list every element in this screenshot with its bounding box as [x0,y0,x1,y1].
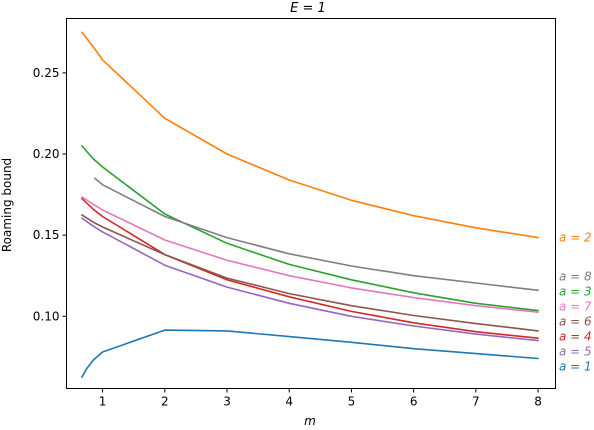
series-label: a = 3 [559,285,592,299]
x-tick-label: 3 [223,395,231,409]
y-axis-label: Roaming bound [0,158,14,252]
series-line-a5 [81,217,539,342]
series-label: a = 7 [559,300,592,314]
x-tick-label: 5 [348,395,356,409]
series-line-a2 [81,31,539,239]
series-label: a = 8 [559,270,592,284]
x-axis: 1 2 3 4 5 6 7 8 [99,388,542,409]
chart-title: E = 1 [290,1,326,16]
series-line-a4 [81,197,539,340]
y-tick-label: 0.20 [33,147,60,161]
plot-frame [66,18,556,389]
series-label-layer: a = 2 a = 8a = 3a = 7a = 6a = 4a = 5a = 1 [559,231,592,374]
y-tick-label: 0.10 [33,309,60,323]
x-tick-label: 2 [161,395,169,409]
series-label: a = 5 [559,345,592,359]
series-layer [81,31,539,378]
x-tick-label: 4 [285,395,293,409]
x-tick-label: 6 [410,395,418,409]
series-label: a = 2 [559,231,592,245]
series-label: a = 6 [559,315,592,329]
series-line-a6 [81,214,539,332]
y-axis: 0.10 0.15 0.20 0.25 [33,66,67,323]
series-label: a = 1 [559,360,592,374]
series-line-a1 [81,329,539,378]
x-tick-label: 1 [99,395,107,409]
y-tick-label: 0.25 [33,66,60,80]
y-tick-label: 0.15 [33,228,60,242]
x-tick-label: 8 [534,395,542,409]
series-line-a8 [94,177,539,292]
x-axis-label: m [304,414,316,428]
series-line-a3 [81,145,539,312]
x-tick-label: 7 [472,395,480,409]
series-label: a = 4 [559,330,592,344]
series-line-a7 [81,196,539,314]
